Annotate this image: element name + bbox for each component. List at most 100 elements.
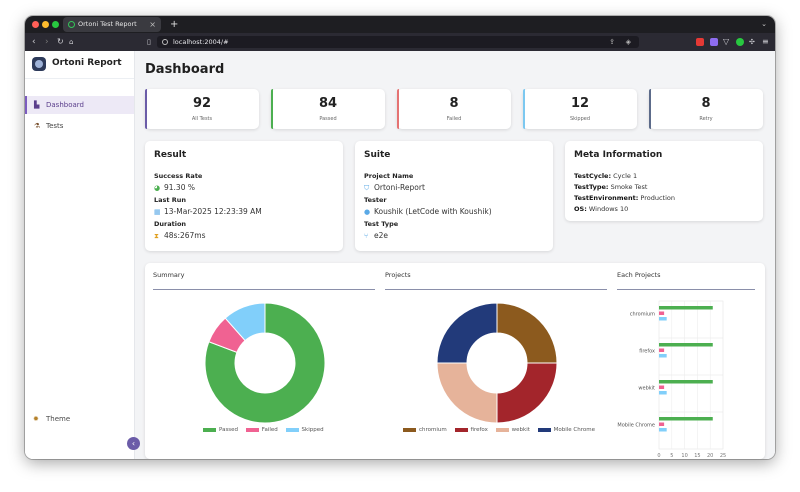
extension-icon[interactable]: ▽	[723, 37, 730, 46]
extension-icon[interactable]	[696, 38, 704, 46]
legend-swatch	[203, 427, 216, 432]
new-tab-button[interactable]: +	[170, 19, 179, 30]
meta-value: Smoke Test	[610, 183, 648, 191]
divider	[153, 289, 375, 290]
test-type-value: ⑂ e2e	[364, 231, 388, 240]
bar-webkit-skipped[interactable]	[659, 391, 667, 395]
extensions-puzzle-icon[interactable]: ✣	[749, 38, 755, 46]
sidebar-item-label: Tests	[46, 122, 64, 130]
logo-icon	[32, 57, 46, 71]
share-icon[interactable]: ⇪	[609, 38, 615, 46]
extension-icon[interactable]	[736, 38, 744, 46]
meta-key: TestCycle:	[574, 172, 612, 180]
sidebar-item-dashboard[interactable]: ▙ Dashboard	[25, 96, 134, 114]
sidebar-item-tests[interactable]: ⚗ Tests	[25, 117, 134, 135]
summary-legend: Passed Failed Skipped	[197, 427, 324, 433]
stat-accent	[649, 89, 651, 129]
test-type-label: Test Type	[364, 220, 399, 228]
stat-value: 92	[192, 96, 212, 111]
result-title: Result	[154, 150, 187, 160]
collapse-sidebar-button[interactable]: ‹	[127, 437, 140, 450]
bar-mobile-chrome-passed[interactable]	[659, 417, 713, 421]
bar-webkit-failed[interactable]	[659, 385, 665, 390]
divider	[385, 289, 607, 290]
meta-row: TestType: Smoke Test	[574, 183, 647, 191]
tester-label: Tester	[364, 196, 387, 204]
bar-chromium-skipped[interactable]	[659, 317, 667, 321]
summary-donut-chart	[204, 302, 326, 424]
stat-label: Passed	[319, 116, 337, 122]
reload-icon[interactable]: ↻	[57, 37, 64, 46]
donut-slice-mobile-chrome[interactable]	[436, 302, 498, 364]
legend-swatch	[454, 427, 468, 432]
donut-slice-firefox[interactable]	[496, 362, 558, 424]
back-arrow-icon[interactable]: ‹	[32, 37, 36, 47]
tester-text: Koushik (LetCode with Koushik)	[374, 207, 492, 216]
last-run-value: ▦ 13-Mar-2025 12:23:39 AM	[154, 207, 262, 216]
duration-label: Duration	[154, 220, 187, 228]
meta-row: OS: Windows 10	[574, 205, 628, 213]
project-name-value: ⛉ Ortoni-Report	[364, 183, 425, 193]
each-projects-chart-title: Each Projects	[617, 271, 661, 279]
x-tick-label: 10	[681, 453, 687, 459]
stat-card-retry[interactable]: 8 Retry	[649, 89, 763, 129]
category-label: firefox	[639, 349, 655, 355]
theme-toggle[interactable]: ✹ Theme	[25, 411, 134, 427]
extension-icon[interactable]	[710, 38, 718, 46]
stat-card-all-tests[interactable]: 92 All Tests	[145, 89, 259, 129]
bookmark-icon[interactable]: ▯	[147, 38, 151, 46]
legend-label: Passed	[219, 427, 239, 433]
home-icon[interactable]: ⌂	[69, 38, 74, 46]
project-name-text: Ortoni-Report	[374, 183, 425, 192]
tab-list-chevron-icon[interactable]: ⌄	[761, 20, 767, 28]
test-type-text: e2e	[374, 231, 389, 240]
bar-chromium-passed[interactable]	[659, 306, 713, 310]
divider	[617, 289, 755, 290]
browser-tab[interactable]: Ortoni Test Report ×	[63, 17, 161, 32]
bar-firefox-passed[interactable]	[659, 343, 713, 347]
close-window-button[interactable]	[32, 21, 39, 28]
legend-swatch	[495, 427, 509, 432]
legend-swatch	[245, 427, 259, 432]
bar-firefox-skipped[interactable]	[659, 354, 667, 358]
bar-webkit-passed[interactable]	[659, 380, 713, 384]
bar-chromium-failed[interactable]	[659, 311, 665, 316]
legend-swatch	[537, 427, 551, 432]
close-tab-icon[interactable]: ×	[149, 20, 156, 29]
meta-value: Cycle 1	[613, 172, 638, 180]
legend-swatch	[403, 427, 416, 432]
calendar-icon: ▦	[154, 208, 161, 216]
minimize-window-button[interactable]	[42, 21, 49, 28]
legend-label: Mobile Chrome	[553, 427, 596, 433]
menu-icon[interactable]: ≡	[762, 37, 769, 46]
stat-label: All Tests	[191, 116, 213, 122]
shield-icon[interactable]: ◈	[625, 38, 631, 46]
sun-icon: ✹	[33, 415, 39, 423]
x-tick-label: 5	[670, 453, 673, 459]
each-projects-bar-chart: 0 5 10 15 20 25 chromium firefox webkit Mobile Ch…	[617, 300, 726, 459]
pie-chart-icon: ◕	[154, 184, 161, 192]
bar-mobile-chrome-skipped[interactable]	[659, 428, 667, 432]
forward-arrow-icon[interactable]: ›	[45, 37, 49, 47]
donut-slice-passed[interactable]	[204, 302, 326, 424]
meta-row: TestEnvironment: Production	[574, 194, 675, 202]
legend-swatch	[285, 427, 299, 432]
stat-card-skipped[interactable]: 12 Skipped	[523, 89, 637, 129]
donut-slice-chromium[interactable]	[496, 302, 558, 364]
duration-text: 48s:267ms	[164, 231, 206, 240]
site-info-icon[interactable]	[162, 39, 168, 45]
maximize-window-button[interactable]	[52, 21, 59, 28]
stat-card-passed[interactable]: 84 Passed	[271, 89, 385, 129]
donut-slice-skipped[interactable]	[224, 302, 266, 342]
bar-firefox-failed[interactable]	[659, 348, 665, 353]
suite-card: Suite Project Name ⛉ Ortoni-Report Tester…	[355, 141, 553, 251]
stat-card-failed[interactable]: 8 Failed	[397, 89, 511, 129]
legend-label: Failed	[261, 427, 278, 433]
address-bar[interactable]: localhost:2004/# ⇪ ◈	[157, 36, 639, 48]
url-text: localhost:2004/#	[173, 38, 229, 46]
bar-mobile-chrome-failed[interactable]	[659, 422, 665, 427]
x-tick-label: 0	[657, 453, 660, 459]
success-rate-value: ◕ 91.30 %	[154, 183, 195, 192]
category-label: Mobile Chrome	[617, 423, 655, 429]
donut-slice-webkit[interactable]	[436, 362, 498, 424]
